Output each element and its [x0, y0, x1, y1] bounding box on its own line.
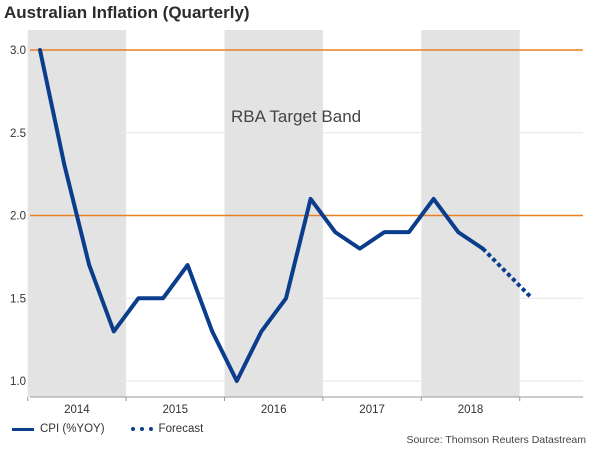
y-tick-label-1.5: 1.5 — [10, 293, 26, 305]
x-tick-label-2015: 2015 — [163, 404, 189, 416]
legend-item-cpi: CPI (%YOY) — [12, 423, 105, 435]
rba-target-band-label: RBA Target Band — [231, 107, 361, 126]
forecast-line — [481, 247, 534, 300]
cpi-line — [38, 48, 485, 383]
chart-title: Australian Inflation (Quarterly) — [4, 3, 250, 22]
legend-item-forecast: Forecast — [130, 423, 204, 435]
source-note: Source: Thomson Reuters Datastream — [406, 434, 586, 446]
x-tick-label-2014: 2014 — [64, 404, 90, 416]
legend-swatch-dotted — [130, 427, 153, 431]
y-tick-label-3.0: 3.0 — [10, 45, 26, 57]
x-tick-label-2016: 2016 — [261, 404, 287, 416]
legend-label-forecast: Forecast — [158, 423, 204, 435]
y-tick-label-1.0: 1.0 — [10, 376, 26, 388]
x-tick-label-2017: 2017 — [359, 404, 385, 416]
y-tick-label-2.5: 2.5 — [10, 128, 26, 140]
legend: CPI (%YOY) Forecast — [12, 420, 229, 438]
year-shade-2018 — [421, 30, 520, 397]
y-axis-group: 1.0 1.5 2.0 2.5 3.0 — [10, 45, 26, 388]
legend-label-cpi: CPI (%YOY) — [40, 423, 105, 435]
y-tick-label-2.0: 2.0 — [10, 211, 26, 223]
legend-swatch-solid — [12, 427, 34, 431]
x-tick-label-2018: 2018 — [458, 404, 484, 416]
series-group — [38, 48, 534, 383]
x-axis-group: 2014 2015 2016 2017 2018 — [27, 396, 583, 416]
